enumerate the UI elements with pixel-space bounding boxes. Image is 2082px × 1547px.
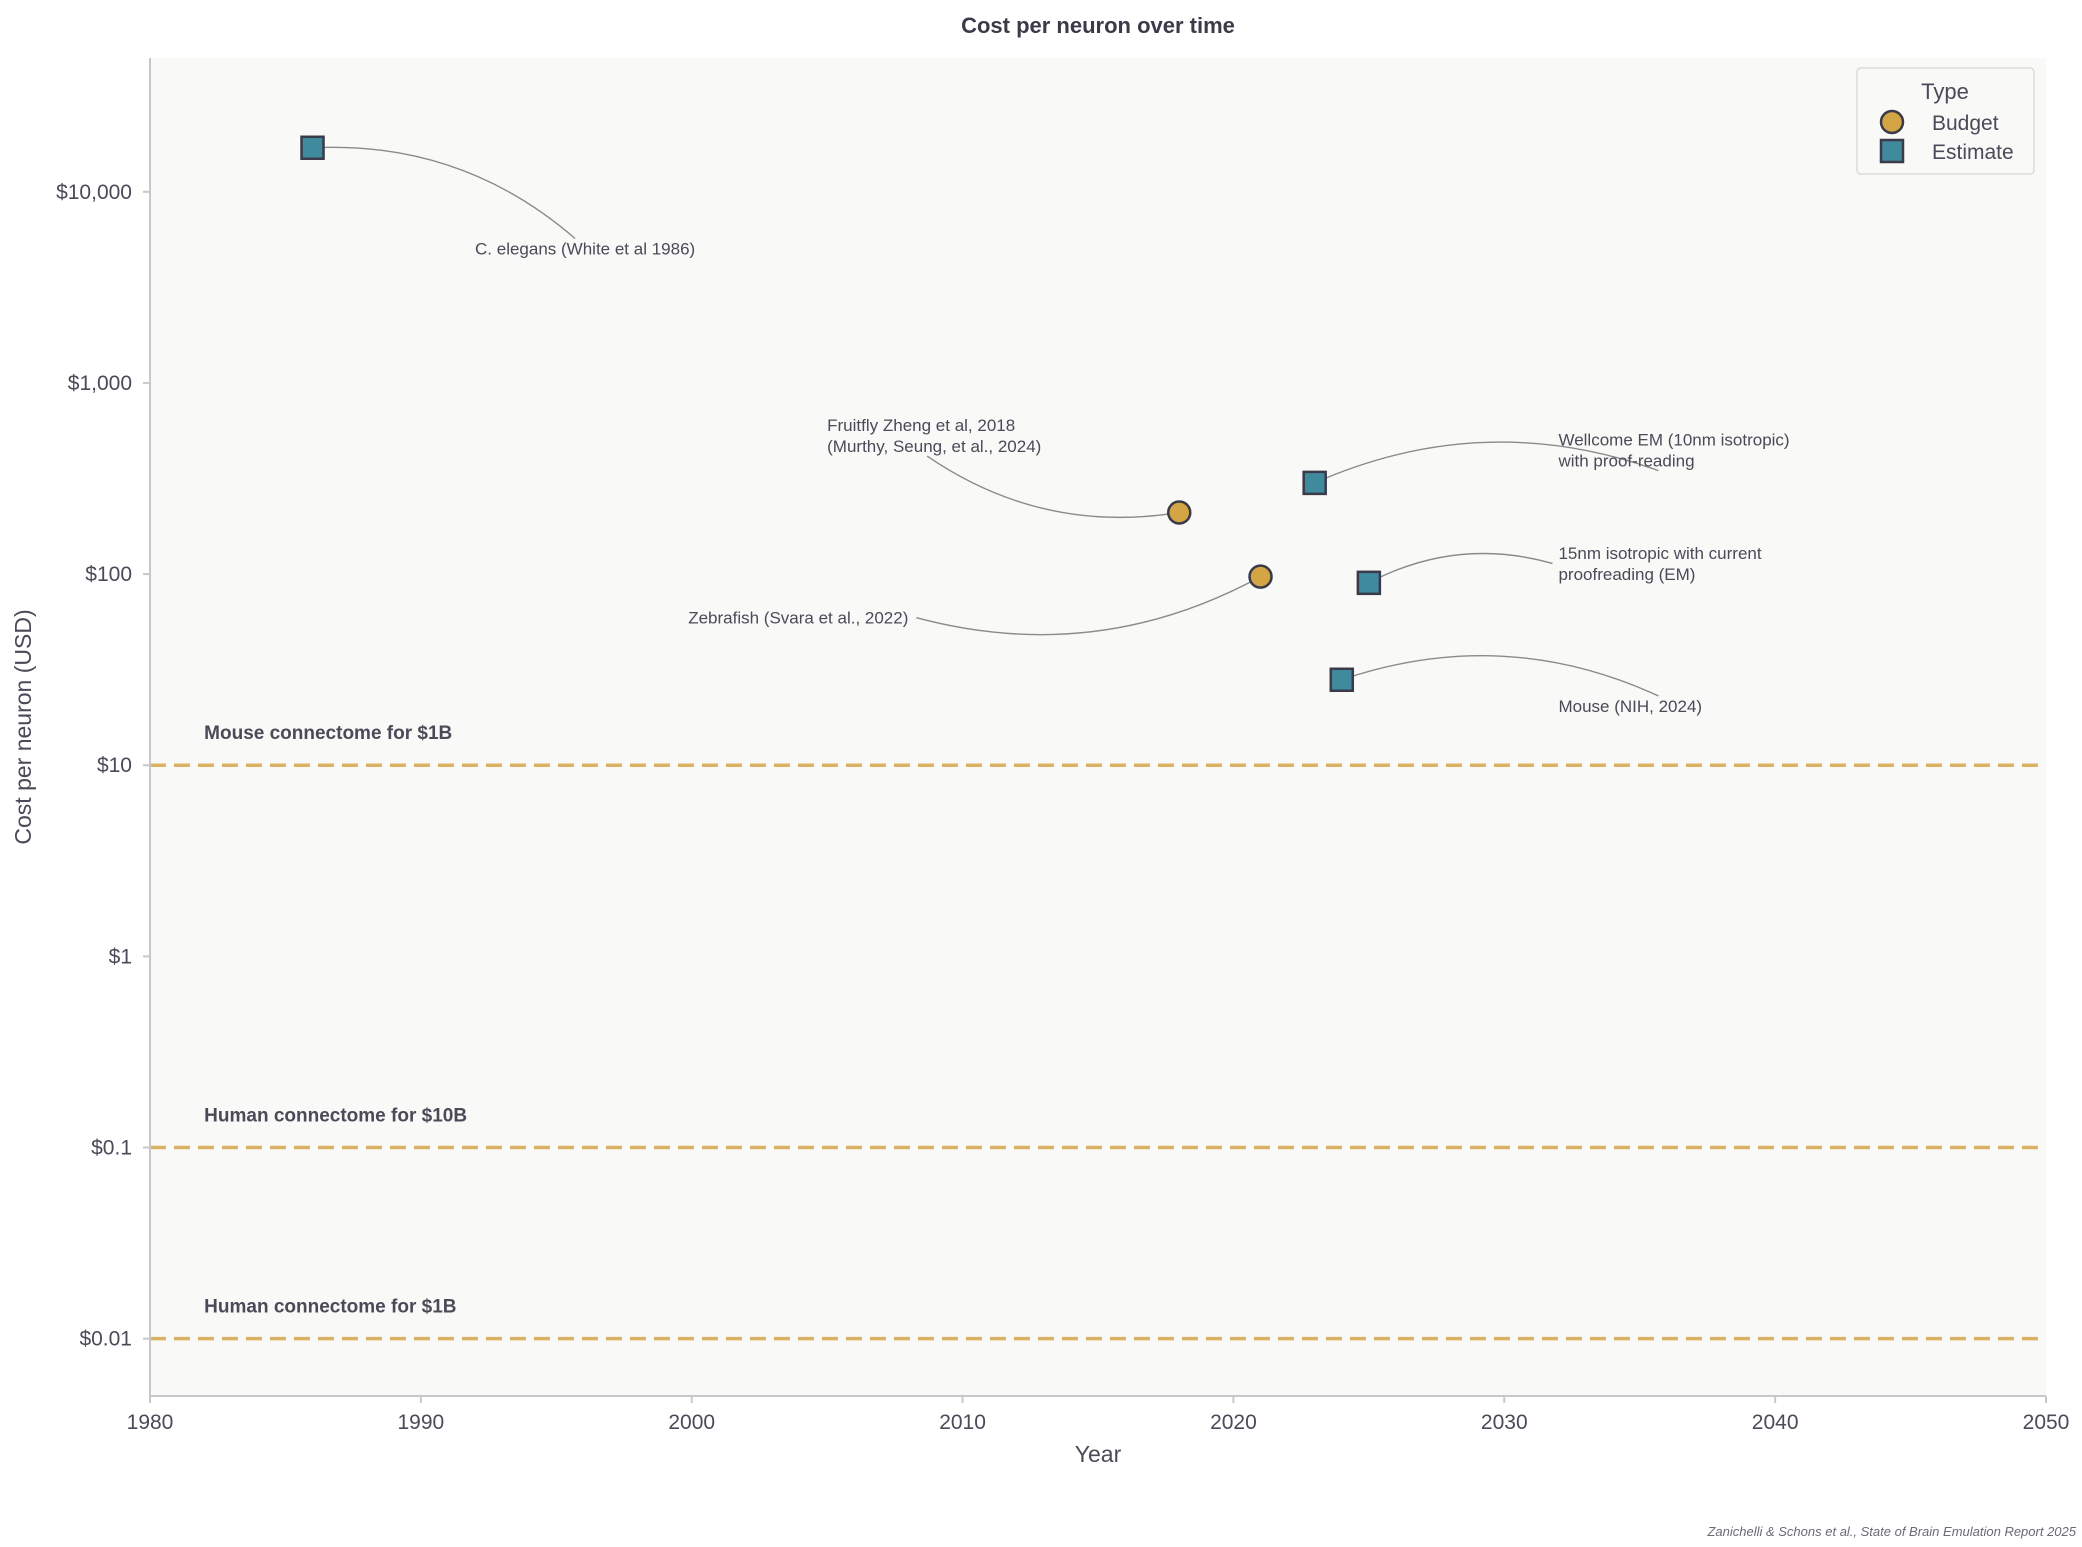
reference-label-human-connectome-for-1b: Human connectome for $1B <box>204 1297 456 1318</box>
point-estimate-1986 <box>300 135 325 161</box>
annotation-connector <box>1314 441 1659 484</box>
point-budget-2018 <box>1167 500 1192 525</box>
y-axis-ticks: $0.01 $0.1 $1 $10 $100 $1,000 $10,000 <box>56 181 150 1351</box>
annotation-line: Fruitfly Zheng et al, 2018 <box>827 416 1015 435</box>
point-estimate-2025 <box>1356 570 1382 596</box>
x-tick-label: 2020 <box>1210 1411 1257 1434</box>
x-tick-label: 1980 <box>127 1411 174 1434</box>
annotation-line: Zebrafish (Svara et al., 2022) <box>688 609 908 628</box>
reference-label-human-connectome-for-10b: Human connectome for $10B <box>204 1106 467 1127</box>
x-tick-label: 1990 <box>397 1411 444 1434</box>
annotation-connector <box>1368 552 1553 584</box>
annotation-line: with proof-reading <box>1557 452 1694 471</box>
annotation-connector <box>916 575 1261 636</box>
annotation-label: Zebrafish (Svara et al., 2022) <box>688 609 908 628</box>
x-tick-label: 2040 <box>1752 1411 1799 1434</box>
legend-estimate-marker <box>1879 138 1905 164</box>
annotation-label: Wellcome EM (10nm isotropic) with proof-r… <box>1557 431 1789 471</box>
x-tick-label: 2030 <box>1481 1411 1528 1434</box>
plot-area <box>150 58 2046 1396</box>
y-tick-label: $0.1 <box>91 1137 132 1160</box>
point-estimate-2023 <box>1302 470 1327 496</box>
y-axis-label: Cost per neuron (USD) <box>10 609 36 844</box>
legend-budget-marker <box>1879 109 1905 135</box>
annotation-line: proofreading (EM) <box>1558 565 1695 584</box>
annotation-line: 15nm isotropic with current <box>1558 544 1761 563</box>
y-tick-label: $10 <box>97 754 132 777</box>
annotation-connector <box>1341 654 1659 697</box>
x-axis-label: Year <box>1075 1441 1122 1467</box>
x-tick-label: 2010 <box>939 1411 986 1434</box>
y-tick-label: $10,000 <box>56 181 132 204</box>
chart-title: Cost per neuron over time <box>961 13 1235 38</box>
annotation-connector <box>312 146 576 240</box>
y-tick-label: $0.01 <box>79 1328 132 1351</box>
annotation-label: C. elegans (White et al 1986) <box>475 239 695 258</box>
reference-lines: Mouse connectome for $1B Human connectome… <box>150 723 2046 1341</box>
point-budget-2021 <box>1248 564 1273 589</box>
legend: Type Budget Estimate <box>1856 67 2035 175</box>
point-estimate-2024 <box>1329 667 1355 693</box>
y-tick-label: $100 <box>85 563 132 586</box>
y-tick-label: $1,000 <box>68 372 132 395</box>
annotation-label: Fruitfly Zheng et al, 2018 (Murthy, Seung… <box>827 416 1041 456</box>
annotation-label: 15nm isotropic with current proofreading … <box>1558 544 1761 584</box>
x-axis-ticks: 1980 1990 2000 2010 2020 2030 2040 2050 <box>127 1396 2070 1434</box>
annotation-line: C. elegans (White et al 1986) <box>475 239 695 258</box>
annotation-label: Mouse (NIH, 2024) <box>1558 697 1702 716</box>
annotation-line: (Murthy, Seung, et al., 2024) <box>827 437 1041 456</box>
legend-budget-label: Budget <box>1932 112 1999 135</box>
legend-title: Type <box>1921 79 1969 104</box>
point-annotations: C. elegans (White et al 1986) Fruitfly Zh… <box>312 146 1790 716</box>
annotation-connector <box>926 455 1180 519</box>
y-tick-label: $1 <box>109 945 132 968</box>
x-tick-label: 2000 <box>668 1411 715 1434</box>
data-points <box>300 135 1382 693</box>
legend-estimate-label: Estimate <box>1932 141 2014 164</box>
annotation-line: Mouse (NIH, 2024) <box>1558 697 1702 716</box>
annotation-line: Wellcome EM (10nm isotropic) <box>1558 431 1789 450</box>
credit-text: Zanichelli & Schons et al., State of Bra… <box>1706 1524 2076 1539</box>
reference-label-mouse-connectome-for-1b: Mouse connectome for $1B <box>204 723 452 744</box>
x-tick-label: 2050 <box>2023 1411 2070 1434</box>
